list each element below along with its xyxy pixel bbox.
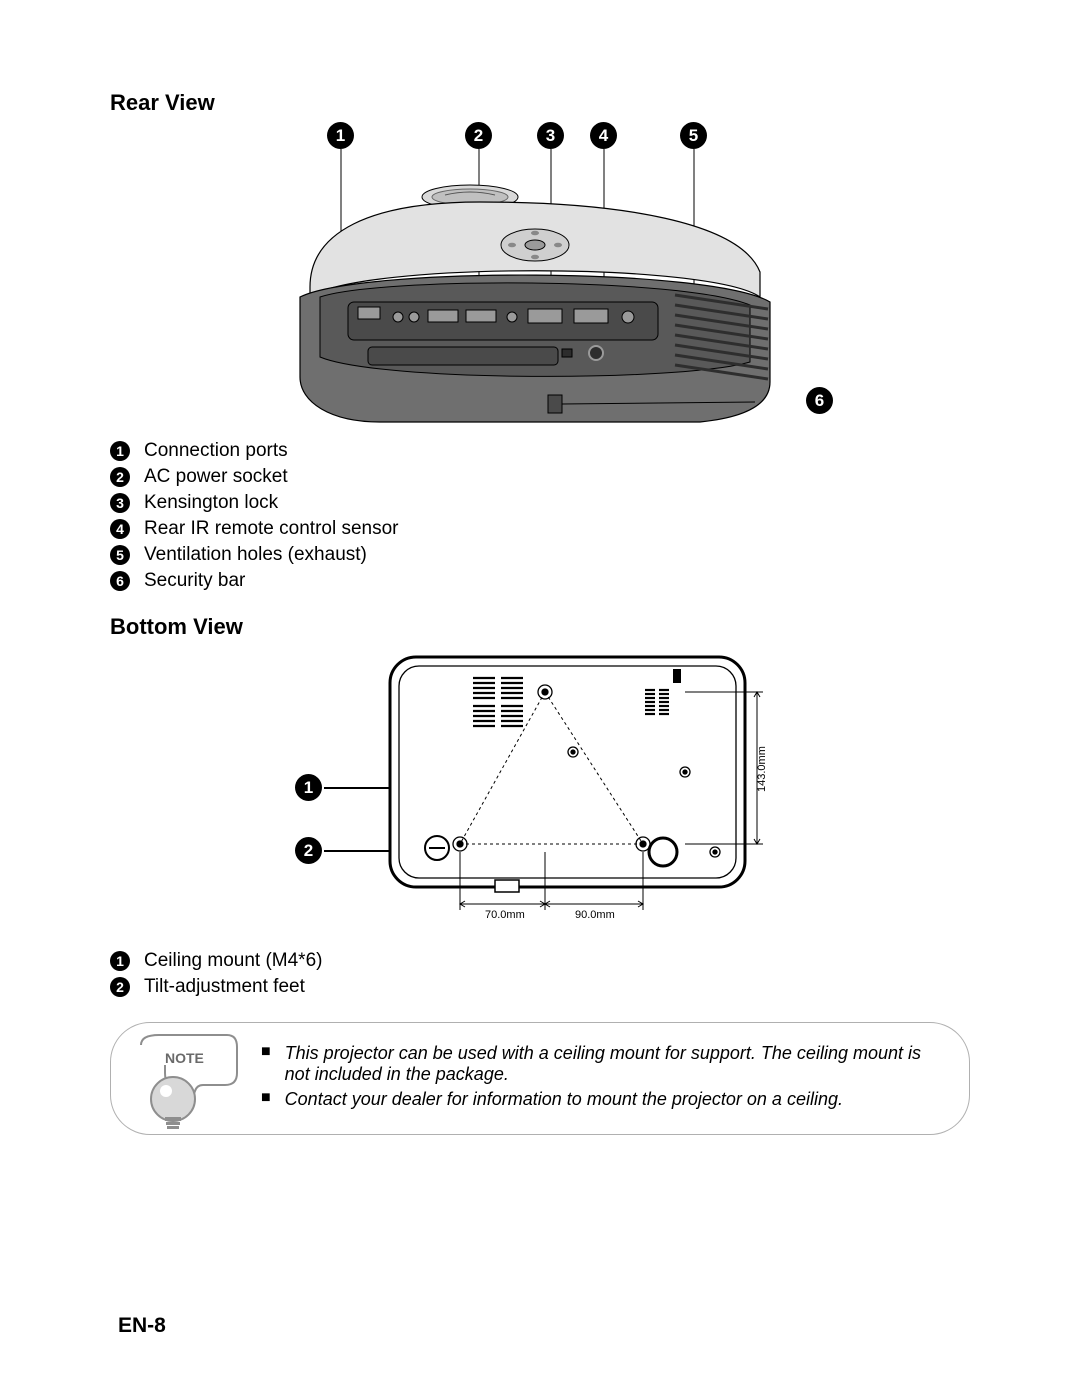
callout-4: 4 [590, 122, 617, 149]
bottom-view-diagram: 12 [325, 652, 755, 932]
rear-legend-item: 6Security bar [110, 570, 970, 592]
rear-legend-item: 5Ventilation holes (exhaust) [110, 544, 970, 566]
dim-90: 90.0mm [575, 909, 615, 921]
bottom-callout-1: 1 [295, 774, 394, 801]
projector-bottom-illustration: 70.0mm 90.0mm 143.0mm [385, 652, 800, 927]
rear-legend-item: 4Rear IR remote control sensor [110, 518, 970, 540]
callout-3: 3 [537, 122, 564, 149]
bottom-legend-item: 1Ceiling mount (M4*6) [110, 950, 970, 972]
note-item: ■This projector can be used with a ceili… [261, 1043, 945, 1085]
note-box: NOTE ■This projector can be used with a … [110, 1022, 970, 1135]
rear-legend-item: 2AC power socket [110, 466, 970, 488]
rear-legend-item: 3Kensington lock [110, 492, 970, 514]
rear-view-title: Rear View [110, 90, 970, 116]
note-bulb-icon: NOTE [131, 1033, 241, 1133]
svg-text:NOTE: NOTE [165, 1050, 204, 1066]
callout-2: 2 [465, 122, 492, 149]
callout-6: 6 [806, 387, 833, 414]
bottom-legend-item: 2Tilt-adjustment feet [110, 976, 970, 998]
dim-70: 70.0mm [485, 909, 525, 921]
dim-143: 143.0mm [756, 746, 768, 792]
callout-1: 1 [327, 122, 354, 149]
bottom-view-legend: 1Ceiling mount (M4*6) 2Tilt-adjustment fe… [110, 950, 970, 998]
rear-view-diagram: 1 2 34 5 [265, 122, 815, 422]
rear-legend-item: 1Connection ports [110, 440, 970, 462]
page-number: EN-8 [118, 1314, 166, 1338]
rear-view-legend: 1Connection ports 2AC power socket 3Kensin… [110, 440, 970, 592]
projector-rear-illustration [280, 177, 780, 432]
note-item: ■Contact your dealer for information to … [261, 1089, 945, 1110]
callout-5: 5 [680, 122, 707, 149]
bottom-callout-2: 2 [295, 837, 394, 864]
bottom-view-title: Bottom View [110, 614, 970, 640]
